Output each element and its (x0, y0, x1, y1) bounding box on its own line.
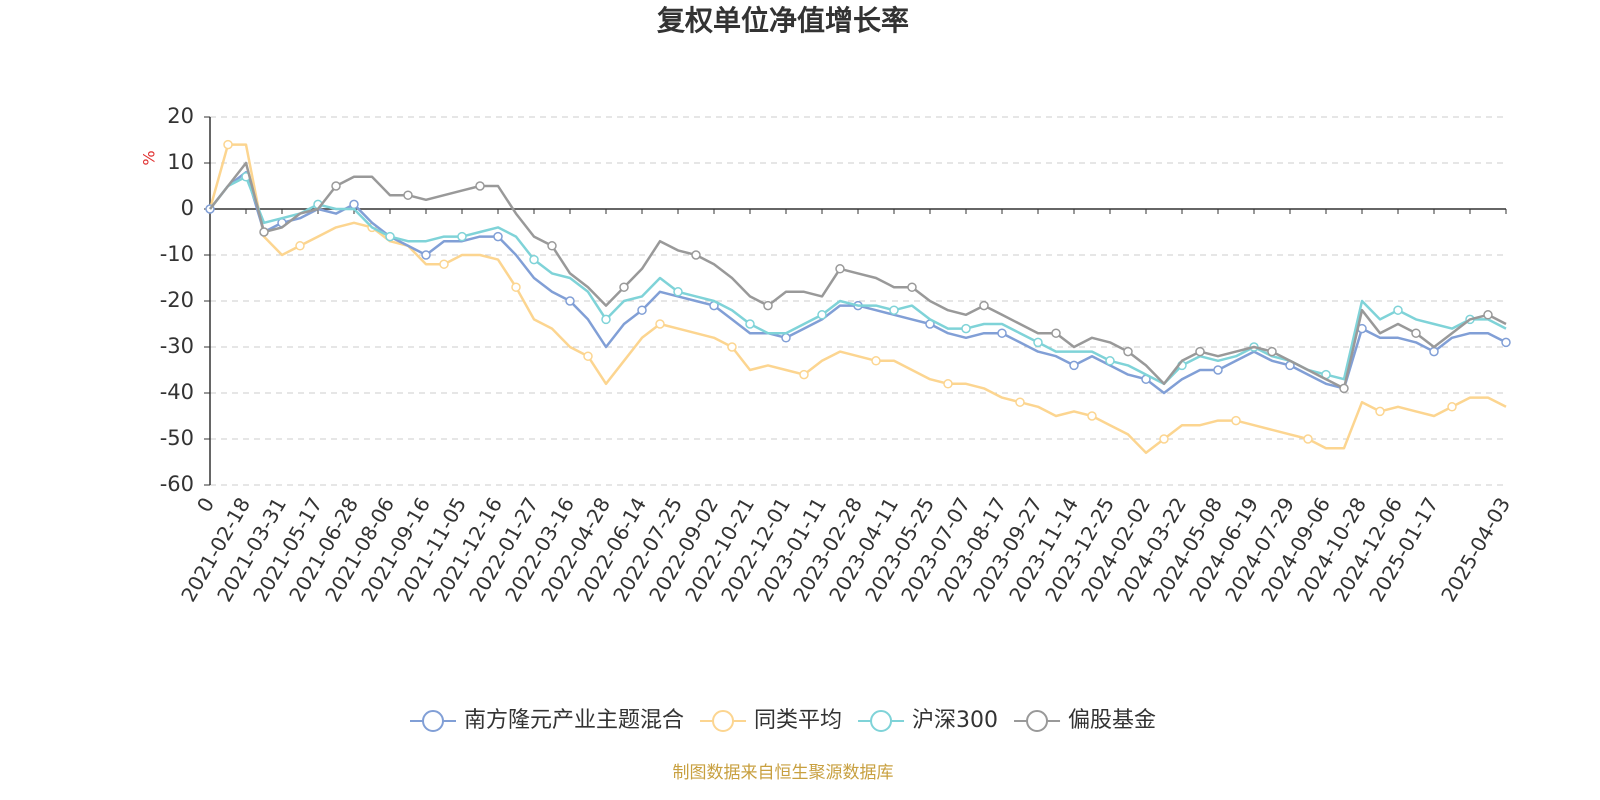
series-marker (763, 300, 773, 311)
series-marker (223, 139, 233, 150)
series-marker (997, 328, 1007, 338)
legend-marker (712, 710, 735, 732)
series-marker (493, 231, 503, 242)
series-marker (871, 356, 881, 366)
x-tick-label: 2025-04-03 (1436, 493, 1515, 606)
series-marker (1231, 415, 1241, 426)
series-marker (979, 300, 989, 311)
series-marker (1411, 328, 1421, 338)
series-marker (565, 296, 575, 306)
series-marker (799, 369, 809, 380)
series-marker (1123, 346, 1133, 357)
legend-label: 偏股基金 (1068, 708, 1156, 733)
series-marker (1393, 305, 1403, 315)
series-marker (403, 190, 413, 200)
series-marker (439, 259, 449, 269)
series-marker (1195, 346, 1205, 357)
x-tick-label: 0 (192, 493, 219, 516)
legend: 南方隆元产业主题混合 同类平均 沪深300 偏股基金 (410, 708, 1156, 733)
series-marker (385, 231, 395, 242)
series-marker (1015, 397, 1025, 407)
series-marker (655, 319, 665, 329)
legend-item: 南方隆元产业主题混合 (410, 708, 684, 733)
series-marker (1447, 402, 1457, 412)
series-marker (547, 241, 557, 251)
series-marker (1105, 356, 1115, 366)
series-marker (1303, 434, 1313, 444)
series-marker (1069, 360, 1079, 371)
series-marker (817, 310, 827, 320)
series-marker (529, 254, 539, 265)
legend-marker (1026, 710, 1049, 732)
series-marker (1501, 337, 1511, 348)
series-marker (691, 250, 701, 260)
series-marker (1051, 328, 1061, 338)
series-marker (943, 379, 953, 389)
chart-title: 复权单位净值增长率 (657, 4, 909, 37)
series-marker (889, 305, 899, 315)
y-tick-label: -40 (160, 380, 194, 404)
y-tick-label: -60 (160, 472, 194, 496)
series-marker (1033, 337, 1043, 348)
series-marker (457, 231, 467, 242)
source-note: 制图数据来自恒生聚源数据库 (673, 763, 894, 783)
series-marker (727, 342, 737, 352)
series-marker (907, 282, 917, 292)
series-marker (1087, 411, 1097, 421)
series-marker (1159, 434, 1169, 444)
y-tick-label: -10 (160, 242, 194, 266)
legend-item: 沪深300 (858, 708, 998, 733)
series-marker (601, 314, 611, 325)
series-marker (583, 351, 593, 361)
series-marker (295, 241, 305, 251)
series-marker (781, 333, 791, 343)
y-tick-label: 10 (167, 150, 194, 174)
y-tick-label: -50 (160, 426, 194, 450)
series-marker (511, 282, 521, 292)
series-line (209, 175, 1507, 386)
y-axis-label: % (140, 150, 159, 165)
series-marker (349, 199, 359, 210)
series-line (209, 170, 1507, 395)
legend-marker (870, 710, 893, 732)
series-marker (331, 181, 341, 191)
y-tick-label: -20 (160, 288, 194, 312)
series-marker (1429, 346, 1439, 357)
series-marker (637, 305, 647, 315)
series-marker (1375, 406, 1385, 417)
series-marker (259, 227, 269, 237)
legend-item: 同类平均 (700, 708, 842, 733)
series-marker (475, 181, 485, 191)
series-marker (619, 282, 629, 292)
legend-item: 偏股基金 (1014, 708, 1156, 733)
series-marker (1339, 383, 1349, 394)
series-marker (1267, 346, 1277, 357)
y-tick-label: 0 (181, 196, 194, 220)
series-marker (1213, 365, 1223, 375)
series-marker (1483, 310, 1493, 320)
series-marker (961, 323, 971, 334)
y-tick-label: -30 (160, 334, 194, 358)
series-marker (421, 250, 431, 260)
series-line (209, 161, 1507, 390)
y-tick-label: 20 (167, 104, 194, 128)
legend-marker (422, 710, 444, 732)
legend-label: 南方隆元产业主题混合 (464, 708, 684, 733)
legend-label: 同类平均 (754, 708, 842, 733)
legend-label: 沪深300 (912, 708, 998, 733)
series-marker (673, 287, 683, 297)
series-line (208, 143, 1507, 455)
series-marker (835, 264, 845, 274)
series-marker (745, 319, 755, 329)
